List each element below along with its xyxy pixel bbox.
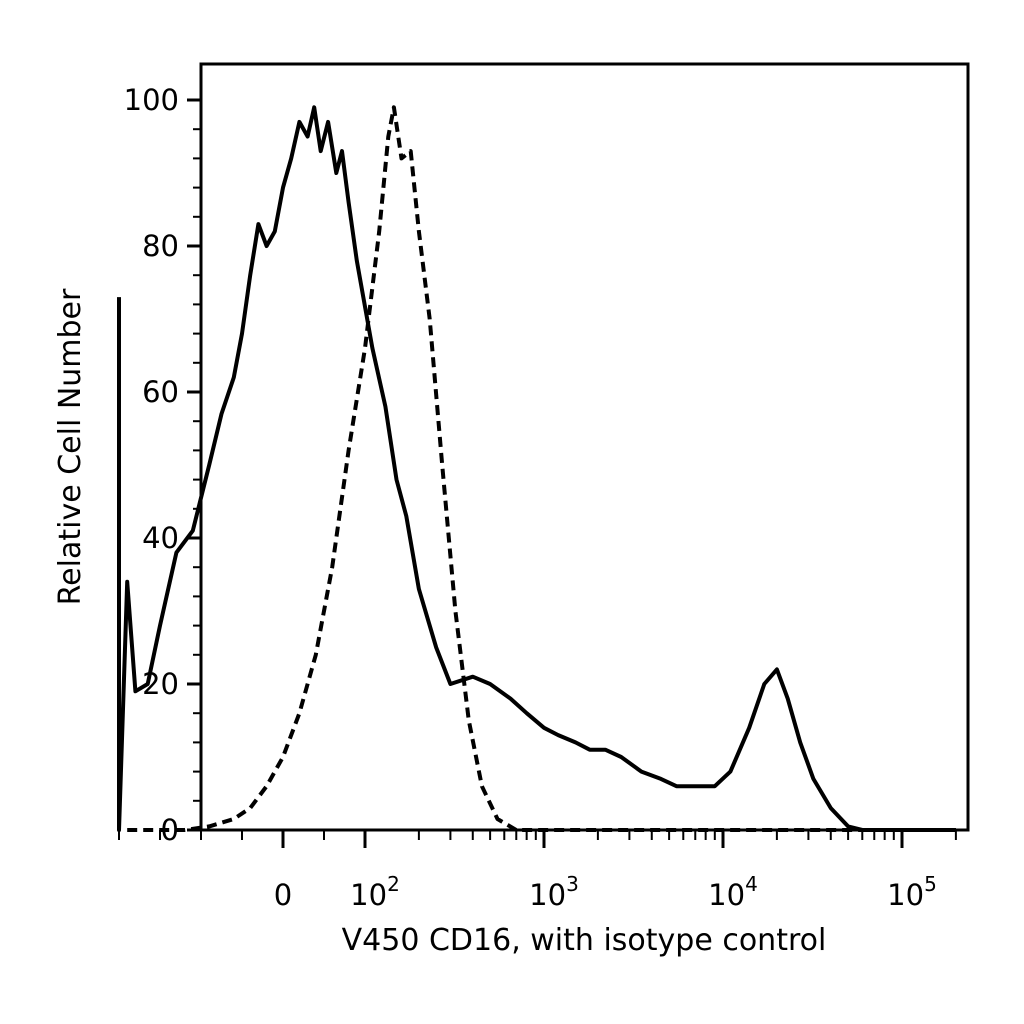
y-tick-label: 0 [161,813,179,847]
x-axis-label: V450 CD16, with isotype control [342,923,827,958]
x-tick-label: 0 [274,878,292,912]
x-tick-label: 105 [887,872,937,912]
x-tick-label: 102 [350,872,400,912]
series-layer [117,105,956,832]
y-tick-label: 40 [142,521,179,555]
plot-frame [199,62,970,832]
y-tick-label: 60 [142,375,179,409]
y-tick-label: 80 [142,229,179,263]
axis-layer: 0 20 40 60 80 100 0 102 103 104 105 [118,83,957,912]
isotype-control-curve [127,105,956,832]
y-tick-label: 20 [142,667,179,701]
x-tick-label: 104 [708,872,758,912]
x-tick-label: 103 [529,872,579,912]
y-tick-label: 100 [124,83,179,117]
y-axis-label: Relative Cell Number [53,288,88,605]
cd16-stained-curve [117,105,956,832]
